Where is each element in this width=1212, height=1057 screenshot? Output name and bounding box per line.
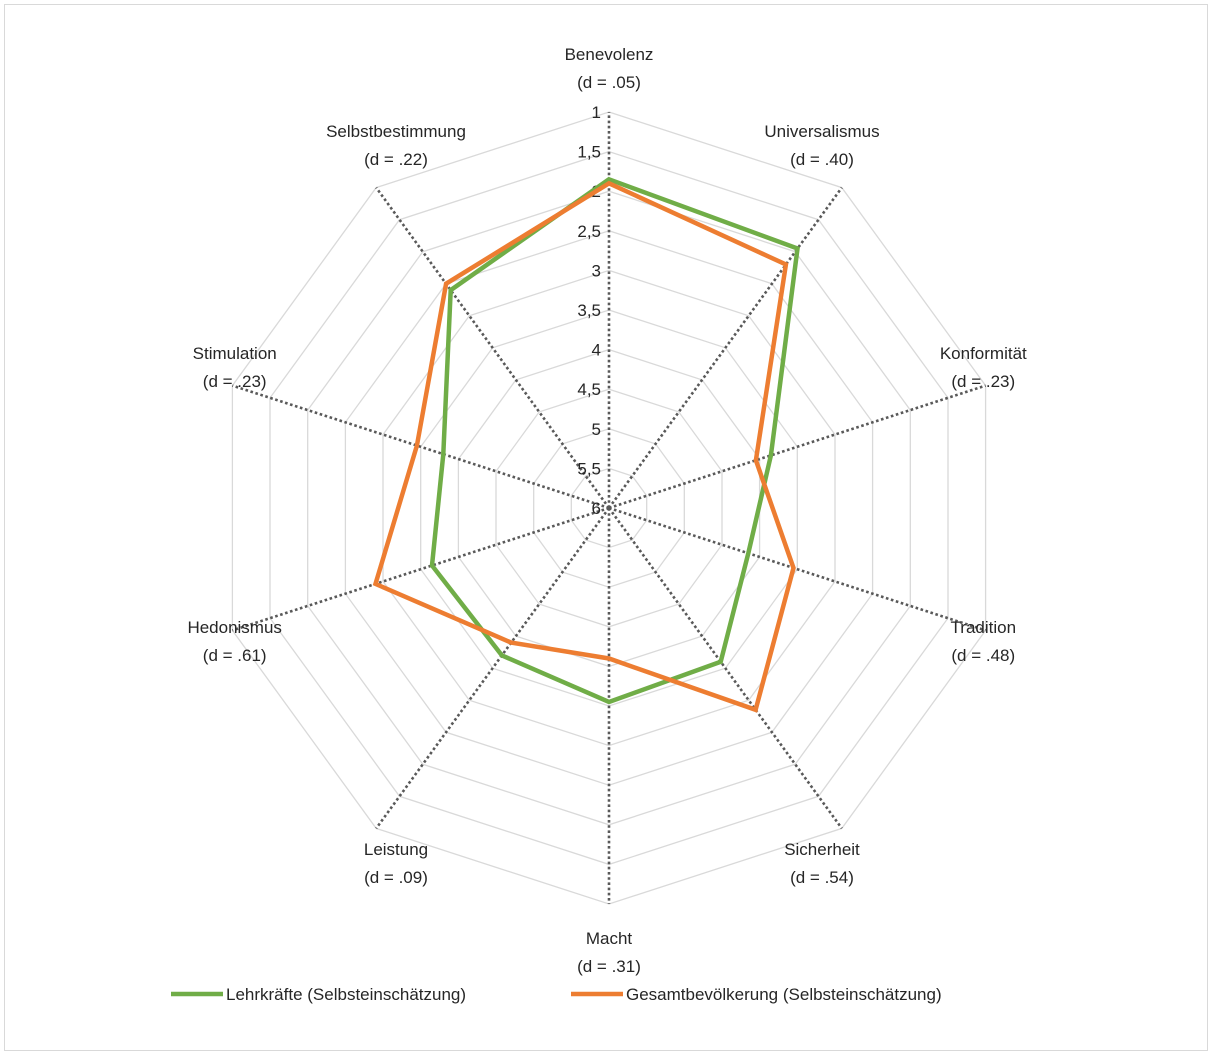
category-effect-size: (d = .54): [790, 868, 854, 887]
category-effect-size: (d = .22): [364, 150, 428, 169]
category-label-selbstbestimmung: Selbstbestimmung (d = .22): [326, 122, 466, 169]
category-label-konformität: Konformität (d = .23): [940, 344, 1027, 391]
category-name: Hedonismus: [187, 618, 282, 637]
category-effect-size: (d = .48): [951, 646, 1015, 665]
category-effect-size: (d = .09): [364, 868, 428, 887]
legend-label: Gesamtbevölkerung (Selbsteinschätzung): [626, 985, 942, 1004]
category-label-benevolenz: Benevolenz (d = .05): [565, 45, 654, 92]
tick-label: 1: [592, 103, 601, 122]
category-name: Macht: [586, 929, 633, 948]
category-label-universalismus: Universalismus (d = .40): [764, 122, 879, 169]
spoke-leistung: [376, 508, 609, 828]
category-label-macht: Macht (d = .31): [577, 929, 641, 976]
category-name: Leistung: [364, 840, 428, 859]
tick-label: 2,5: [577, 222, 601, 241]
legend-label: Lehrkräfte (Selbsteinschätzung): [226, 985, 466, 1004]
tick-label: 3,5: [577, 301, 601, 320]
category-name: Benevolenz: [565, 45, 654, 64]
category-label-hedonismus: Hedonismus (d = .61): [187, 618, 282, 665]
category-effect-size: (d = .31): [577, 957, 641, 976]
tick-label: 5: [592, 420, 601, 439]
spoke-sicherheit: [609, 508, 842, 828]
tick-label: 3: [592, 261, 601, 280]
tick-label: 4: [592, 341, 601, 360]
category-label-stimulation: Stimulation (d = .23): [193, 344, 277, 391]
category-name: Tradition: [951, 618, 1017, 637]
legend-item-2: Gesamtbevölkerung (Selbsteinschätzung): [571, 985, 942, 1004]
category-effect-size: (d = .23): [203, 372, 267, 391]
category-name: Sicherheit: [784, 840, 860, 859]
tick-label: 4,5: [577, 380, 601, 399]
radar-tick-labels: 11,522,533,544,555,56: [577, 103, 601, 518]
radar-chart: 11,522,533,544,555,56 Benevolenz(d = .05…: [5, 5, 1209, 1052]
category-effect-size: (d = .23): [951, 372, 1015, 391]
category-name: Universalismus: [764, 122, 879, 141]
category-effect-size: (d = .40): [790, 150, 854, 169]
tick-label: 1,5: [577, 143, 601, 162]
category-label-leistung: Leistung (d = .09): [364, 840, 428, 887]
tick-label: 5,5: [577, 459, 601, 478]
category-name: Konformität: [940, 344, 1027, 363]
legend-item-1: Lehrkräfte (Selbsteinschätzung): [171, 985, 466, 1004]
tick-label: 6: [592, 499, 601, 518]
category-effect-size: (d = .05): [577, 73, 641, 92]
radar-series: [375, 179, 797, 710]
category-name: Selbstbestimmung: [326, 122, 466, 141]
category-label-sicherheit: Sicherheit (d = .54): [784, 840, 860, 887]
legend: Lehrkräfte (Selbsteinschätzung) Gesamtbev…: [171, 985, 942, 1004]
category-effect-size: (d = .61): [203, 646, 267, 665]
category-name: Stimulation: [193, 344, 277, 363]
category-label-tradition: Tradition (d = .48): [951, 618, 1017, 665]
